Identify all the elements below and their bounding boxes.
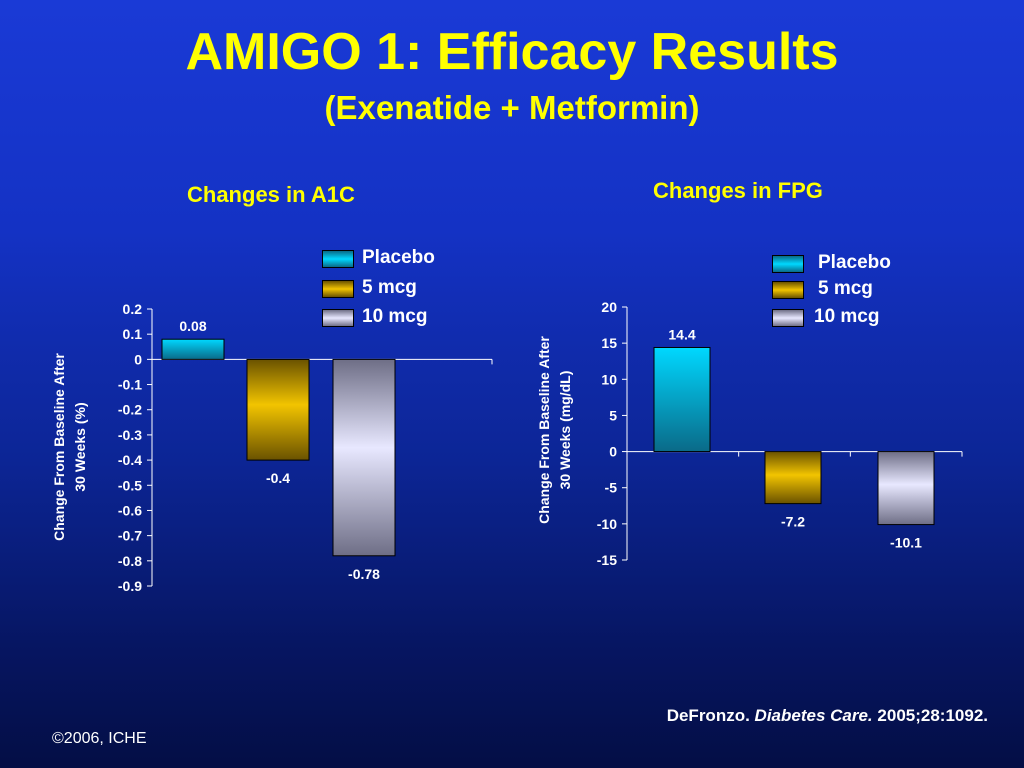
y-axis-label: Change From Baseline After: [536, 336, 552, 524]
bar-data-label: -7.2: [781, 514, 805, 530]
bar-data-label: -0.4: [266, 470, 290, 486]
bar-data-label: 14.4: [668, 326, 695, 342]
y-axis-label: 30 Weeks (mg/dL): [557, 371, 573, 490]
y-tick-label: -15: [597, 552, 617, 568]
y-tick-label: 0: [134, 351, 142, 367]
y-tick-label: -0.9: [118, 578, 142, 594]
bar-10-mcg: [877, 451, 935, 526]
y-tick-label: -0.7: [118, 528, 142, 544]
fpg-legend-label-10mcg: 10 mcg: [814, 306, 880, 327]
a1c-chart-title: Changes in A1C: [187, 182, 355, 207]
bar-5-mcg: [246, 358, 310, 461]
y-tick-label: -0.2: [118, 402, 142, 418]
y-tick-label: -0.1: [118, 377, 142, 393]
y-tick-label: -0.8: [118, 553, 142, 569]
y-axis-label: 30 Weeks (%): [72, 402, 88, 491]
a1c-legend-label-placebo: Placebo: [362, 247, 435, 268]
y-tick-label: 0: [609, 444, 617, 460]
y-tick-label: -0.5: [118, 477, 142, 493]
bar-placebo: [653, 346, 711, 453]
y-tick-label: 5: [609, 407, 617, 423]
slide-subtitle: (Exenatide + Metformin): [324, 89, 700, 126]
reference-citation: DeFronzo. Diabetes Care. 2005;28:1092.: [667, 706, 988, 726]
10mcg-swatch: [322, 309, 354, 327]
y-tick-label: 15: [601, 335, 617, 351]
y-tick-label: 20: [601, 299, 617, 315]
y-tick-label: -0.3: [118, 427, 142, 443]
bar-5-mcg: [764, 451, 822, 505]
5mcg-swatch: [772, 281, 804, 299]
a1c-legend-label-5mcg: 5 mcg: [362, 277, 417, 298]
fpg-chart-title: Changes in FPG: [653, 178, 823, 203]
a1c-legend-label-10mcg: 10 mcg: [362, 306, 428, 327]
bar-placebo: [161, 338, 225, 360]
placebo-swatch: [772, 255, 804, 273]
reference-journal: Diabetes Care.: [754, 706, 873, 725]
fpg-legend-label-5mcg: 5 mcg: [818, 278, 873, 299]
reference-author: DeFronzo.: [666, 706, 750, 725]
reference-details: 2005;28:1092.: [877, 706, 988, 725]
fpg-legend-label-placebo: Placebo: [818, 252, 891, 273]
10mcg-swatch: [772, 309, 804, 327]
fpg-chart: 20 15 10 5 0 -5 -10 -15 14.4 -7.2 -10.1 Change From…: [536, 299, 963, 568]
copyright-notice: ©2006, ICHE: [52, 730, 147, 747]
y-tick-label: -0.6: [118, 502, 142, 518]
y-tick-label: -0.4: [118, 452, 142, 468]
y-axis-label: Change From Baseline After: [51, 353, 67, 541]
y-tick-label: -10: [597, 516, 617, 532]
y-tick-label: 0.2: [123, 301, 143, 317]
5mcg-swatch: [322, 280, 354, 298]
bar-data-label: 0.08: [179, 318, 206, 334]
bar-data-label: -0.78: [348, 566, 380, 582]
bar-10-mcg: [332, 358, 396, 557]
y-tick-label: -5: [605, 480, 618, 496]
slide-title: AMIGO 1: Efficacy Results: [185, 23, 839, 81]
placebo-swatch: [322, 250, 354, 268]
bar-data-label: -10.1: [890, 535, 922, 551]
y-tick-label: 0.1: [123, 326, 143, 342]
a1c-chart: 0.2 0.1 0 -0.1 -0.2 -0.3 -0.4 -0.5 -0.6 -0.7 -0.8 -…: [51, 301, 493, 594]
y-tick-label: 10: [601, 371, 617, 387]
